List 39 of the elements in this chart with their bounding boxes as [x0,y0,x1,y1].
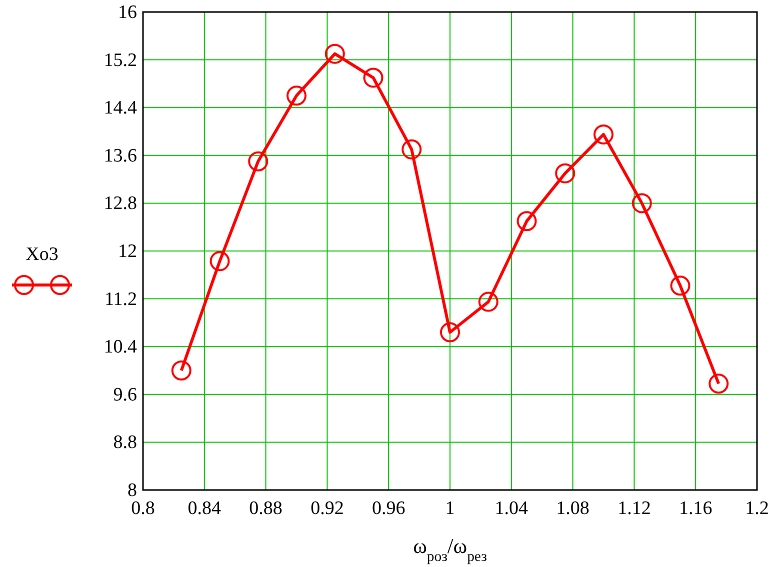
x-tick-label: 0.88 [249,498,282,519]
y-tick-label: 15.2 [104,50,137,71]
x-tick-label: 0.92 [310,498,344,519]
y-tick-label: 11.2 [104,288,137,310]
y-tick-label: 14.4 [104,98,138,119]
y-tick-label: 9.6 [113,384,137,406]
point [670,276,690,296]
y-tick-label: 12 [118,241,137,262]
x-tick-label: 1.2 [745,498,769,519]
y-tick-label: 12.8 [104,193,137,214]
y-tick-label: 8 [128,480,137,501]
x-tick-label: 1.08 [556,498,590,519]
point [708,374,729,394]
x-tick-label: 0.84 [188,498,222,519]
text: Xo3 [26,244,58,265]
point [286,86,306,106]
point [210,251,230,272]
point [632,193,652,214]
point [248,151,268,172]
x-tick-label: 1.16 [678,498,712,519]
x-axis-title: ω$_{роз}$/ω$_{рез}$ [413,534,488,565]
y-tick-label: 16 [118,2,137,23]
x-tick-label: 1 [445,498,455,519]
point [402,139,422,160]
x-tick-label: 1.12 [618,498,651,519]
y-tick-label: 13.6 [104,145,137,166]
y-tick-label: 8.8 [113,432,137,454]
x-tick-label: 0.8 [131,498,155,519]
point [324,44,345,64]
point [478,292,498,312]
point [440,322,460,342]
x-tick-label: 1.04 [494,498,529,519]
point [363,68,384,88]
x-tick-label: 0.96 [372,498,406,519]
point [171,360,192,380]
point [516,211,537,232]
y-tick-label: 10.4 [104,336,138,358]
point [555,163,576,184]
point [594,124,614,144]
